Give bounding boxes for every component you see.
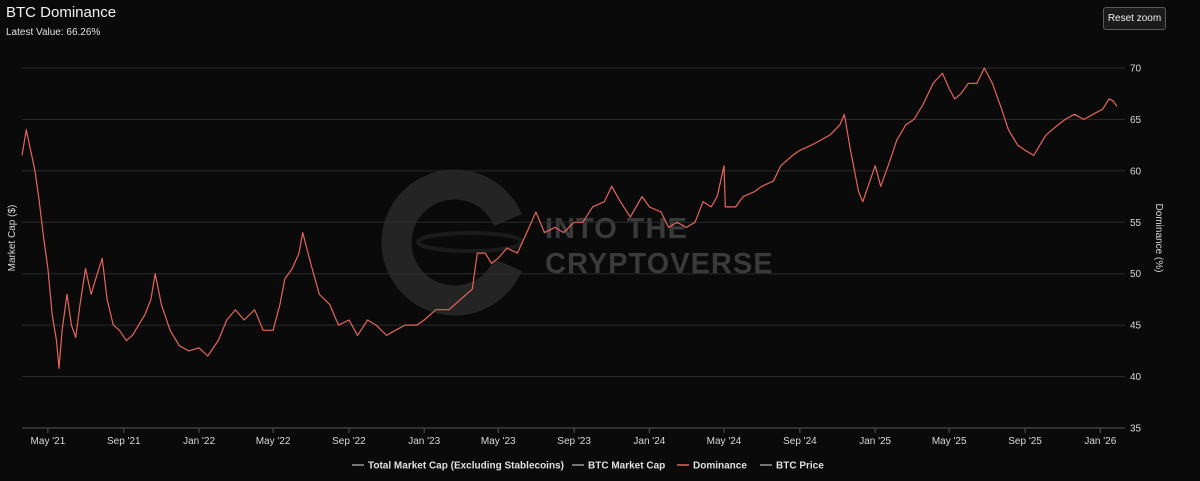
reset-zoom-button[interactable]: Reset zoom xyxy=(1103,7,1166,30)
legend-label: Total Market Cap (Excluding Stablecoins) xyxy=(368,461,564,472)
x-tick-label: May '22 xyxy=(256,436,291,447)
y-axis-right-title: Dominance (%) xyxy=(1153,204,1164,273)
x-tick-label: Sep '22 xyxy=(332,436,366,447)
y-tick-label: 70 xyxy=(1130,64,1142,75)
x-tick-label: Jan '24 xyxy=(633,436,665,447)
x-tick-label: May '21 xyxy=(31,436,66,447)
y-axis-left-title: Market Cap ($) xyxy=(7,205,18,272)
x-tick-label: May '23 xyxy=(481,436,516,447)
legend[interactable]: Total Market Cap (Excluding Stablecoins)… xyxy=(352,461,824,472)
x-tick-label: Jan '22 xyxy=(183,436,215,447)
series-line-dominance[interactable] xyxy=(21,67,1118,369)
legend-item[interactable]: BTC Price xyxy=(760,461,824,472)
legend-item[interactable]: Dominance xyxy=(677,461,747,472)
legend-label: BTC Price xyxy=(776,461,824,472)
x-tick-label: Sep '24 xyxy=(783,436,817,447)
watermark-line1: INTO THE xyxy=(545,213,688,245)
x-tick-label: Jan '26 xyxy=(1084,436,1116,447)
x-tick-label: Sep '23 xyxy=(557,436,591,447)
x-axis: May '21 Sep '21 Jan '22 May '22 Sep '22 Jan '… xyxy=(22,427,1125,447)
watermark: INTO THE CRYPTOVERSE xyxy=(381,169,774,316)
legend-item[interactable]: Total Market Cap (Excluding Stablecoins) xyxy=(352,461,564,472)
x-tick-label: Jan '25 xyxy=(859,436,891,447)
series-layer xyxy=(21,67,1118,369)
x-tick-label: Sep '25 xyxy=(1008,436,1042,447)
y-tick-label: 65 xyxy=(1130,115,1142,126)
y-tick-label: 50 xyxy=(1130,269,1142,280)
x-tick-label: Jan '23 xyxy=(408,436,440,447)
y-tick-label: 35 xyxy=(1130,424,1142,435)
y-tick-label: 55 xyxy=(1130,218,1142,229)
latest-value-label: Latest Value: 66.26% xyxy=(6,27,101,38)
y-tick-label: 60 xyxy=(1130,166,1142,177)
legend-label: Dominance xyxy=(693,461,747,472)
watermark-line2: CRYPTOVERSE xyxy=(545,248,774,280)
legend-label: BTC Market Cap xyxy=(588,461,665,472)
x-tick-label: May '25 xyxy=(932,436,967,447)
y-tick-label: 45 xyxy=(1130,321,1142,332)
x-tick-label: Sep '21 xyxy=(107,436,141,447)
chart-title: BTC Dominance xyxy=(6,4,117,21)
y-axis-right: 35 40 45 50 55 60 65 70 xyxy=(1130,64,1142,435)
x-tick-label: May '24 xyxy=(707,436,742,447)
legend-item[interactable]: BTC Market Cap xyxy=(572,461,665,472)
watermark-logo-icon xyxy=(381,169,524,316)
y-tick-label: 40 xyxy=(1130,372,1142,383)
